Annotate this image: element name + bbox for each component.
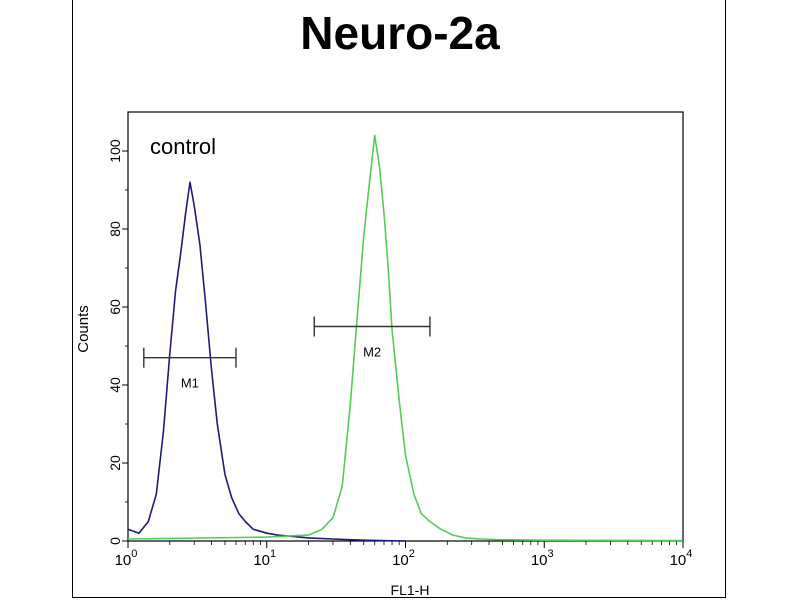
- x-tick-label: 104: [670, 548, 693, 569]
- marker-m1: M1: [143, 347, 237, 391]
- x-tick-exponent: 0: [131, 548, 137, 560]
- x-tick-exponent: 1: [270, 548, 276, 560]
- y-tick-label: 100: [107, 139, 123, 163]
- series-layer: [127, 134, 684, 542]
- y-tick-label: 80: [107, 221, 123, 237]
- chart-title: Neuro-2a: [300, 7, 500, 59]
- marker-layer: M1 M2: [143, 316, 431, 391]
- marker-label: M1: [181, 376, 199, 391]
- x-axis-label: FL1-H: [391, 582, 430, 598]
- x-tick-label: 101: [253, 548, 276, 569]
- x-tick-exponent: 3: [548, 548, 554, 560]
- y-tick-label: 60: [107, 299, 123, 315]
- figure-frame: [72, 0, 726, 598]
- x-tick-exponent: 2: [409, 548, 415, 560]
- x-tick-exponent: 4: [686, 548, 692, 560]
- y-tick-label: 0: [107, 537, 123, 545]
- series-sample-line: [127, 134, 684, 542]
- marker-label: M2: [363, 345, 381, 360]
- x-tick-label: 100: [115, 548, 138, 569]
- marker-m2: M2: [313, 316, 431, 360]
- y-tick-label: 40: [107, 377, 123, 393]
- x-tick-label: 102: [392, 548, 415, 569]
- x-tick-label: 103: [531, 548, 554, 569]
- y-axis-label: Counts: [75, 305, 92, 353]
- y-tick-label: 20: [107, 455, 123, 471]
- control-annotation: control: [150, 134, 216, 159]
